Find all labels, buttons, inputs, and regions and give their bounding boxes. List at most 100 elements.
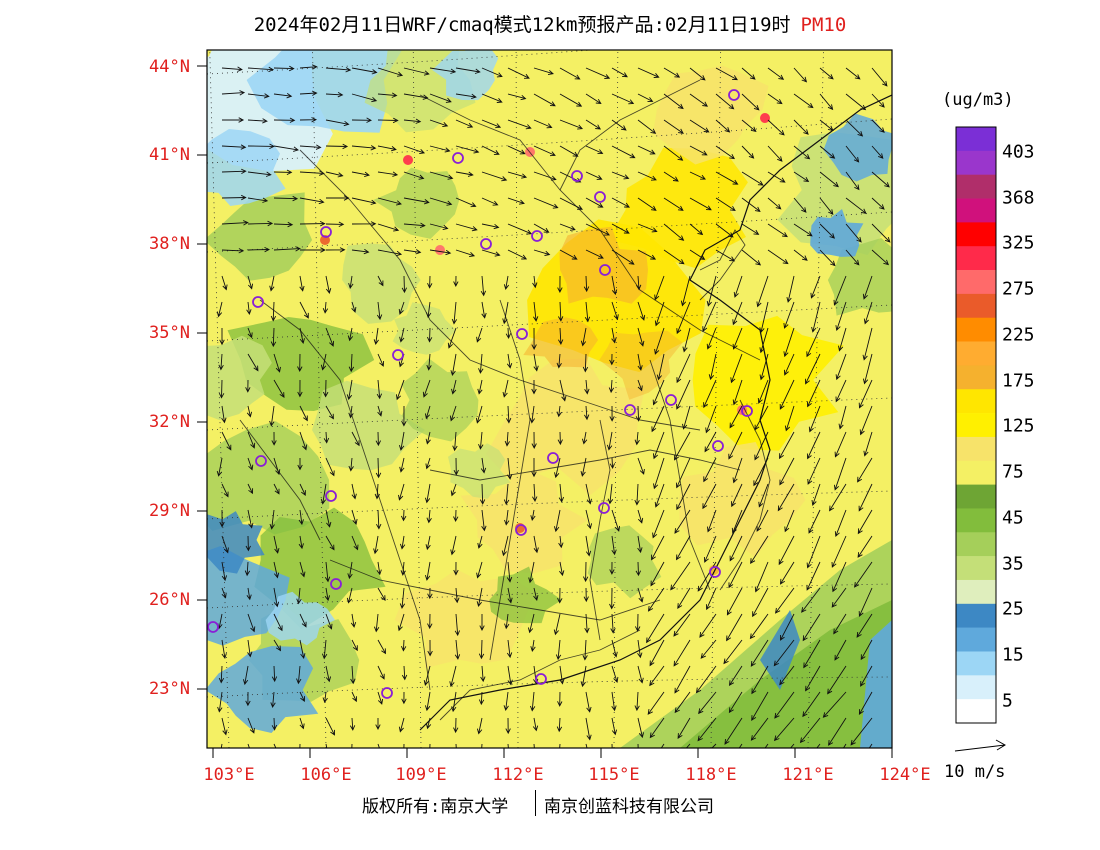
wind-vector (447, 327, 457, 349)
lat-label-29: 29°N (149, 501, 190, 521)
wind-vector (218, 353, 224, 371)
wind-vector (481, 509, 487, 532)
wind-vector (221, 587, 227, 599)
wind-vector (350, 613, 357, 628)
wind-vector (273, 639, 282, 652)
wind-vector (426, 509, 432, 524)
wind-vector (221, 144, 247, 150)
wind-vector (663, 249, 685, 265)
wind-vector (455, 119, 474, 128)
wind-vector (728, 561, 743, 589)
wind-vector (533, 171, 557, 181)
wind-vector (733, 275, 743, 298)
wind-vector (845, 119, 864, 137)
wind-vector (556, 717, 563, 733)
wind-vector (553, 509, 561, 533)
wind-vector (757, 379, 769, 404)
wind-vector (273, 117, 296, 123)
province-boundary (429, 449, 741, 481)
wind-vector (609, 457, 616, 469)
colorbar-segment (956, 699, 996, 724)
wind-vector (400, 509, 407, 522)
wind-vector (711, 743, 717, 748)
wind-vector (584, 613, 590, 634)
wind-vector (373, 327, 379, 345)
wind-vector (397, 613, 405, 632)
wind-vector (559, 119, 584, 130)
city-marker (624, 404, 636, 416)
wind-vector (221, 90, 246, 96)
wind-vector (741, 223, 760, 235)
wind-vector (715, 93, 735, 110)
wind-vector (504, 431, 510, 447)
wind-vector (793, 119, 809, 135)
province-boundary (439, 629, 641, 721)
clean-region (207, 511, 265, 574)
wind-vector (656, 353, 665, 381)
wind-vector (581, 431, 588, 445)
wind-vector (756, 509, 769, 532)
wind-vector (322, 301, 329, 314)
wind-vector (424, 691, 431, 712)
wind-vector (689, 93, 709, 107)
wind-vector (351, 145, 377, 151)
wind-vector (689, 119, 710, 133)
wind-vector (377, 249, 403, 257)
wind-vector (429, 93, 452, 103)
wind-vector (703, 379, 717, 409)
wind-vector (635, 405, 642, 422)
wind-vector (559, 743, 561, 748)
colorbar-label-45: 45 (1002, 507, 1024, 529)
wind-vector (637, 301, 646, 321)
wind-vector (504, 613, 510, 630)
wind-vector (868, 743, 873, 748)
wind-vector (455, 743, 457, 748)
colorbar-segment (956, 436, 996, 462)
lon-label-112: 112°E (492, 765, 544, 785)
wind-vector (582, 353, 589, 373)
wind-vector (784, 509, 795, 533)
wind-vector (502, 301, 509, 325)
wind-vector (637, 535, 643, 554)
wind-vector (529, 405, 535, 424)
lon-label-106: 106°E (300, 765, 352, 785)
province-boundary (259, 299, 431, 691)
city-marker (325, 490, 337, 502)
wind-vector (351, 67, 378, 75)
wind-vector (247, 118, 268, 124)
wind-vector (559, 561, 565, 577)
wind-vector (506, 561, 513, 583)
wind-vector (348, 457, 354, 472)
hotspot (760, 113, 770, 123)
wind-vector (481, 223, 500, 230)
credit-nju: 版权所有:南京大学 (362, 797, 509, 817)
wind-vector (699, 613, 717, 638)
low-pm10-region (207, 335, 272, 420)
colorbar-segment (956, 365, 996, 390)
wind-vector (246, 587, 252, 601)
wind-vector (838, 327, 847, 352)
colorbar-segment (956, 246, 996, 271)
wind-vector (403, 171, 425, 180)
wind-vector (427, 639, 433, 657)
colorbar-segment (956, 341, 996, 366)
wind-vector (507, 171, 528, 179)
wind-vector (299, 561, 306, 578)
wind-vector (242, 665, 249, 686)
wind-vector (871, 145, 884, 159)
wind-vector (673, 639, 691, 667)
colorbar-label-225: 225 (1002, 324, 1035, 346)
wind-vector (634, 691, 640, 712)
wind-vector (403, 743, 405, 748)
wind-vector (449, 665, 457, 688)
wind-vector (715, 67, 738, 81)
city-marker (392, 349, 404, 361)
wind-vector (325, 119, 350, 127)
wind-vector (425, 431, 431, 445)
wind-vector (454, 613, 461, 637)
wind-vector (325, 665, 332, 683)
hotspot (435, 245, 445, 255)
wind-vector (819, 119, 834, 132)
colorbar-segment (956, 532, 996, 557)
wind-vector (507, 249, 528, 260)
